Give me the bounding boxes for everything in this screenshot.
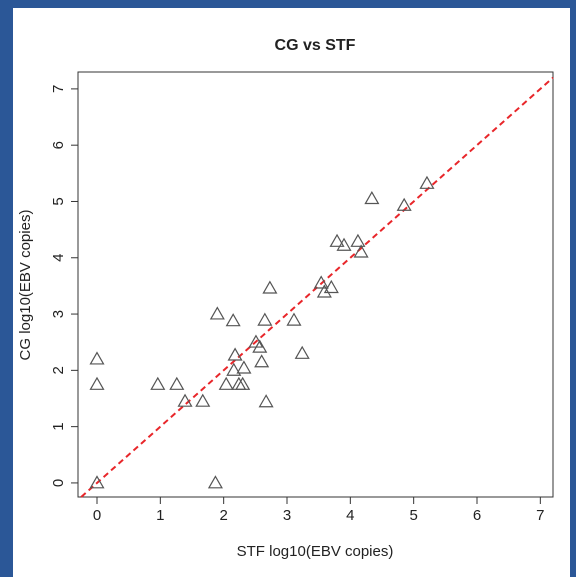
plot-frame (77, 71, 554, 498)
y-tick-label: 1 (50, 422, 67, 430)
point (329, 233, 345, 247)
x-tick-label: 3 (283, 507, 291, 524)
x-tick-label: 1 (156, 507, 164, 524)
x-tick-label: 5 (409, 507, 417, 524)
point (396, 197, 412, 211)
y-tick-label: 5 (50, 197, 67, 205)
y-tick-label: 3 (50, 310, 67, 318)
point (316, 284, 332, 298)
point (419, 175, 435, 189)
point (323, 279, 339, 294)
point (313, 275, 329, 289)
chart-title: CG vs STF (275, 37, 356, 54)
point (262, 280, 278, 294)
point (150, 376, 166, 390)
y-tick-label: 2 (50, 366, 67, 374)
y-tick-label: 0 (50, 479, 67, 487)
point (207, 475, 223, 489)
x-tick-label: 2 (219, 507, 227, 524)
point (177, 393, 193, 407)
point (353, 244, 369, 258)
point (286, 312, 302, 326)
point (252, 339, 268, 353)
point (350, 233, 366, 247)
point (364, 190, 380, 205)
point (225, 313, 241, 327)
y-axis-label: CG log10(EBV copies) (17, 210, 34, 361)
x-tick-label: 7 (536, 507, 544, 524)
point (235, 376, 251, 390)
point (258, 394, 274, 408)
y-tick-label: 7 (50, 85, 67, 93)
x-tick-label: 6 (473, 507, 481, 524)
point (89, 351, 105, 365)
y-tick-label: 6 (50, 141, 67, 149)
point (227, 347, 243, 361)
reference-line (80, 76, 554, 498)
point (294, 345, 310, 359)
point (89, 376, 105, 390)
point (89, 475, 105, 489)
point (209, 306, 225, 320)
chart: CG vs STF STF log10(EBV copies) CG log10… (17, 37, 554, 560)
x-axis-label: STF log10(EBV copies) (237, 543, 394, 560)
point (195, 393, 211, 407)
x-tick-label: 4 (346, 507, 354, 524)
point (169, 376, 185, 390)
x-tick-label: 0 (93, 507, 101, 524)
point (336, 237, 352, 251)
point (254, 354, 270, 368)
point (257, 312, 273, 326)
point (218, 376, 234, 390)
panel: CG vs STF STF log10(EBV copies) CG log10… (13, 8, 570, 577)
point (236, 360, 252, 374)
y-tick-label: 4 (50, 254, 67, 262)
point (226, 362, 242, 376)
